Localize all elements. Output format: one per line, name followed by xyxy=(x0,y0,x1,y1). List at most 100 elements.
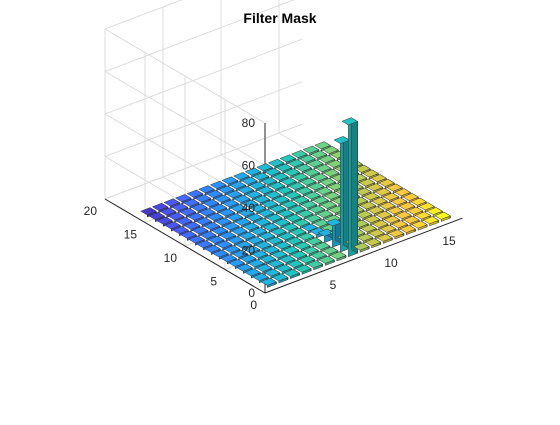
bar-face xyxy=(250,227,268,236)
bar-face xyxy=(326,159,344,168)
bar-face xyxy=(288,182,305,190)
bar-10-7 xyxy=(257,208,275,220)
bar-face xyxy=(229,181,247,190)
bar-face xyxy=(231,249,249,258)
bar-6-1 xyxy=(220,254,237,265)
bar-face xyxy=(310,251,327,259)
bar-face xyxy=(148,212,165,220)
bar-face xyxy=(227,236,245,244)
bar-face xyxy=(353,242,370,251)
bar-face xyxy=(255,264,273,272)
bar-face xyxy=(172,226,189,234)
bar-face xyxy=(403,215,420,224)
bar-face xyxy=(233,172,250,180)
bar-face xyxy=(371,197,388,205)
bar-1-6 xyxy=(318,255,335,266)
bar-face xyxy=(219,231,237,240)
z-tick-label: 60 xyxy=(242,159,256,173)
bar-face xyxy=(259,254,277,263)
axis-edge xyxy=(104,198,266,294)
bar-face xyxy=(402,193,419,201)
bar-face xyxy=(297,232,315,241)
bar-1-14 xyxy=(411,220,428,231)
bar-face xyxy=(320,200,337,209)
bar-face xyxy=(295,163,313,172)
bar-face xyxy=(279,255,296,264)
bar-face xyxy=(316,210,334,218)
bar-face xyxy=(194,194,212,203)
bar-face xyxy=(368,229,385,237)
bar-face xyxy=(183,198,200,207)
bar-face xyxy=(140,207,157,216)
bar-face xyxy=(239,254,257,263)
chart-title: Filter Mask xyxy=(243,10,317,26)
bar-face xyxy=(175,217,193,225)
bar-face xyxy=(387,206,404,215)
bar-8-1 xyxy=(204,244,221,255)
bar-face xyxy=(333,136,351,144)
bar-2-7 xyxy=(321,246,339,257)
bar-face xyxy=(242,222,260,231)
bar-face xyxy=(321,246,339,255)
bar-face xyxy=(374,188,392,196)
bar-face xyxy=(247,236,264,245)
bar-face xyxy=(252,273,269,281)
bar-14-5 xyxy=(202,198,220,210)
bar-face xyxy=(291,173,309,181)
bar-face xyxy=(230,204,247,212)
bar-1-4 xyxy=(295,264,312,275)
bar-face xyxy=(414,211,432,220)
bar-1-10 xyxy=(364,238,382,249)
bar-1-9 xyxy=(353,242,370,253)
bar-1-15 xyxy=(422,216,440,227)
bar-face xyxy=(411,220,428,229)
bar-face xyxy=(406,206,424,215)
bar-14-9 xyxy=(249,181,266,192)
bar-face xyxy=(300,200,318,209)
bar-face xyxy=(364,238,382,247)
bar-10-9 xyxy=(281,200,298,211)
bar-face xyxy=(214,194,231,203)
bar-face xyxy=(293,218,311,227)
bar-face xyxy=(302,246,319,255)
bar-face xyxy=(223,245,241,254)
bar-face xyxy=(179,207,197,216)
bar-face xyxy=(251,250,269,259)
bar-2-12 xyxy=(379,224,397,235)
bar-face xyxy=(283,269,301,277)
bar-face xyxy=(243,245,261,254)
bar-face xyxy=(307,182,325,191)
bar-face xyxy=(276,186,294,195)
bar-face xyxy=(218,208,236,217)
bar-8-6 xyxy=(262,222,279,233)
bar-face xyxy=(222,199,239,208)
y-tick-label: 0 xyxy=(250,298,257,312)
bar-face xyxy=(282,246,300,254)
bar-face xyxy=(252,172,270,181)
bar-face xyxy=(329,251,347,260)
bar-face xyxy=(241,199,259,208)
bar-face xyxy=(358,178,376,187)
bar-face xyxy=(246,213,263,222)
bar-face xyxy=(306,260,324,269)
bar-face xyxy=(298,255,316,264)
bar-1-12 xyxy=(387,229,405,240)
bar-face xyxy=(382,192,400,201)
bar-face xyxy=(233,195,251,203)
bar-face xyxy=(292,195,310,204)
grid-line xyxy=(104,0,183,30)
bar-face xyxy=(186,189,204,198)
bar-1-11 xyxy=(376,233,393,244)
bar-face xyxy=(359,201,377,210)
bar-3-7 xyxy=(313,241,331,253)
bar-face xyxy=(175,194,192,202)
bar-face xyxy=(310,150,328,159)
bar-face xyxy=(183,221,201,230)
tick-layer: 0 20 40 60 80 0 5 10 15 20 5 10 15 xyxy=(84,116,456,312)
bar-face xyxy=(244,268,261,277)
bar-face xyxy=(241,176,258,185)
bar-face xyxy=(191,226,209,235)
bar-11-9 xyxy=(273,195,290,206)
